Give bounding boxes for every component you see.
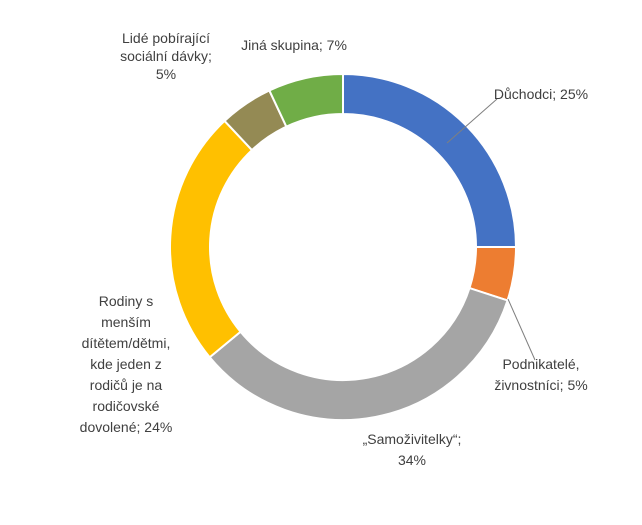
leader-line-podnikatele-zivnostnici [507,298,536,361]
slice-jina-skupina [268,72,344,128]
data-label-duchodci: Důchodci; 25% [494,86,588,102]
slice-duchodci [342,72,518,248]
data-label-podnikatele-zivnostnici: Podnikatelé, živnostníci; 5% [494,356,587,393]
data-label-samozivitelky: „Samoživitelky“; 34% [363,431,462,468]
slice-rodiny-s-mensim-ditetem-detmi-kde-jeden-z-rodicu-je-na-rodicovske-dovolene [169,119,254,359]
data-label-jina-skupina: Jiná skupina; 7% [241,37,347,53]
leader-line-duchodci [446,98,498,144]
data-label-lide-pobirajici-socialni-davky: Lidé pobírající sociální dávky; 5% [120,30,212,82]
slice-samozivitelky [208,286,509,421]
